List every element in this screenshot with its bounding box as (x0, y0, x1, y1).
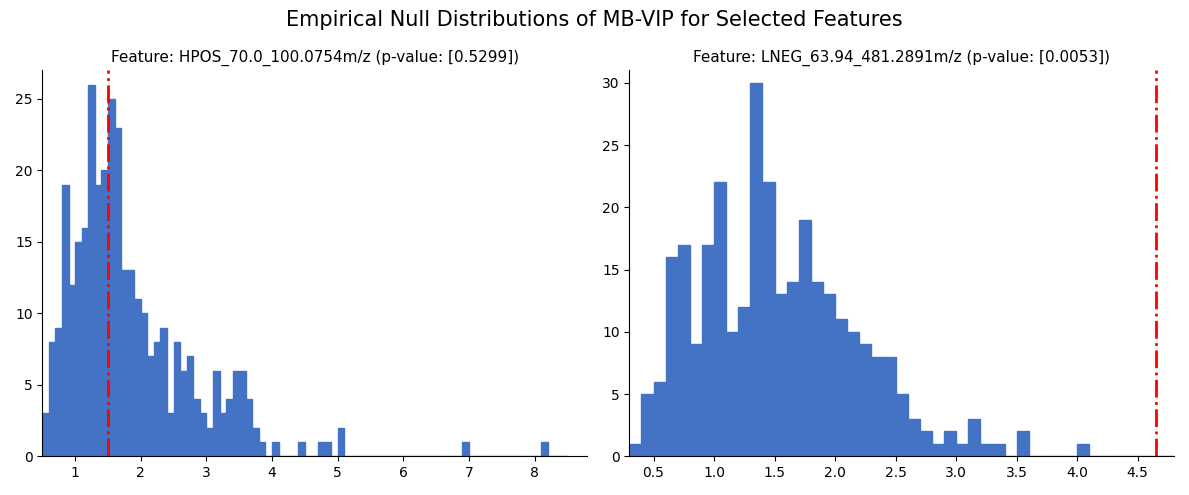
Bar (872, 357, 883, 456)
Bar (82, 228, 88, 456)
Bar (194, 399, 200, 456)
Bar (298, 442, 304, 456)
Bar (127, 270, 134, 456)
Text: Empirical Null Distributions of MB-VIP for Selected Features: Empirical Null Distributions of MB-VIP f… (287, 10, 902, 30)
Bar (121, 270, 127, 456)
Bar (883, 357, 895, 456)
Bar (895, 394, 907, 456)
Bar (56, 328, 62, 456)
Bar (944, 431, 956, 456)
Bar (239, 371, 246, 456)
Bar (43, 413, 49, 456)
Bar (956, 444, 968, 456)
Bar (690, 344, 702, 456)
Bar (823, 295, 835, 456)
Bar (678, 245, 690, 456)
Bar (968, 419, 981, 456)
Bar (75, 242, 82, 456)
Bar (325, 442, 331, 456)
Bar (101, 170, 108, 456)
Bar (213, 371, 220, 456)
Bar (220, 413, 226, 456)
Bar (1077, 444, 1089, 456)
Bar (259, 442, 265, 456)
Bar (762, 182, 774, 456)
Bar (541, 442, 548, 456)
Bar (140, 313, 147, 456)
Bar (108, 99, 114, 456)
Bar (153, 342, 161, 456)
Bar (993, 444, 1005, 456)
Bar (787, 282, 799, 456)
Title: Feature: LNEG_63.94_481.2891m/z (p-value: [0.0053]): Feature: LNEG_63.94_481.2891m/z (p-value… (693, 50, 1111, 66)
Bar (654, 382, 666, 456)
Bar (207, 428, 213, 456)
Bar (1017, 431, 1028, 456)
Bar (920, 431, 932, 456)
Bar (226, 399, 233, 456)
Bar (187, 356, 194, 456)
Bar (246, 399, 252, 456)
Bar (907, 419, 920, 456)
Bar (835, 319, 848, 456)
Bar (317, 442, 325, 456)
Bar (799, 220, 811, 456)
Bar (166, 413, 174, 456)
Bar (981, 444, 993, 456)
Bar (174, 342, 181, 456)
Bar (932, 444, 944, 456)
Bar (252, 428, 259, 456)
Bar (114, 128, 121, 456)
Bar (629, 444, 641, 456)
Bar (95, 185, 101, 456)
Bar (848, 332, 860, 456)
Bar (134, 299, 140, 456)
Bar (811, 282, 823, 456)
Bar (69, 285, 75, 456)
Bar (715, 182, 726, 456)
Bar (62, 185, 69, 456)
Bar (738, 307, 750, 456)
Bar (726, 332, 738, 456)
Bar (181, 371, 187, 456)
Bar (774, 295, 787, 456)
Bar (860, 344, 872, 456)
Bar (666, 257, 678, 456)
Bar (161, 328, 166, 456)
Bar (147, 356, 153, 456)
Bar (272, 442, 278, 456)
Bar (338, 428, 344, 456)
Bar (641, 394, 654, 456)
Bar (88, 85, 95, 456)
Bar (702, 245, 715, 456)
Title: Feature: HPOS_70.0_100.0754m/z (p-value: [0.5299]): Feature: HPOS_70.0_100.0754m/z (p-value:… (111, 50, 518, 66)
Bar (750, 83, 762, 456)
Bar (200, 413, 207, 456)
Bar (233, 371, 239, 456)
Bar (49, 342, 56, 456)
Bar (463, 442, 468, 456)
